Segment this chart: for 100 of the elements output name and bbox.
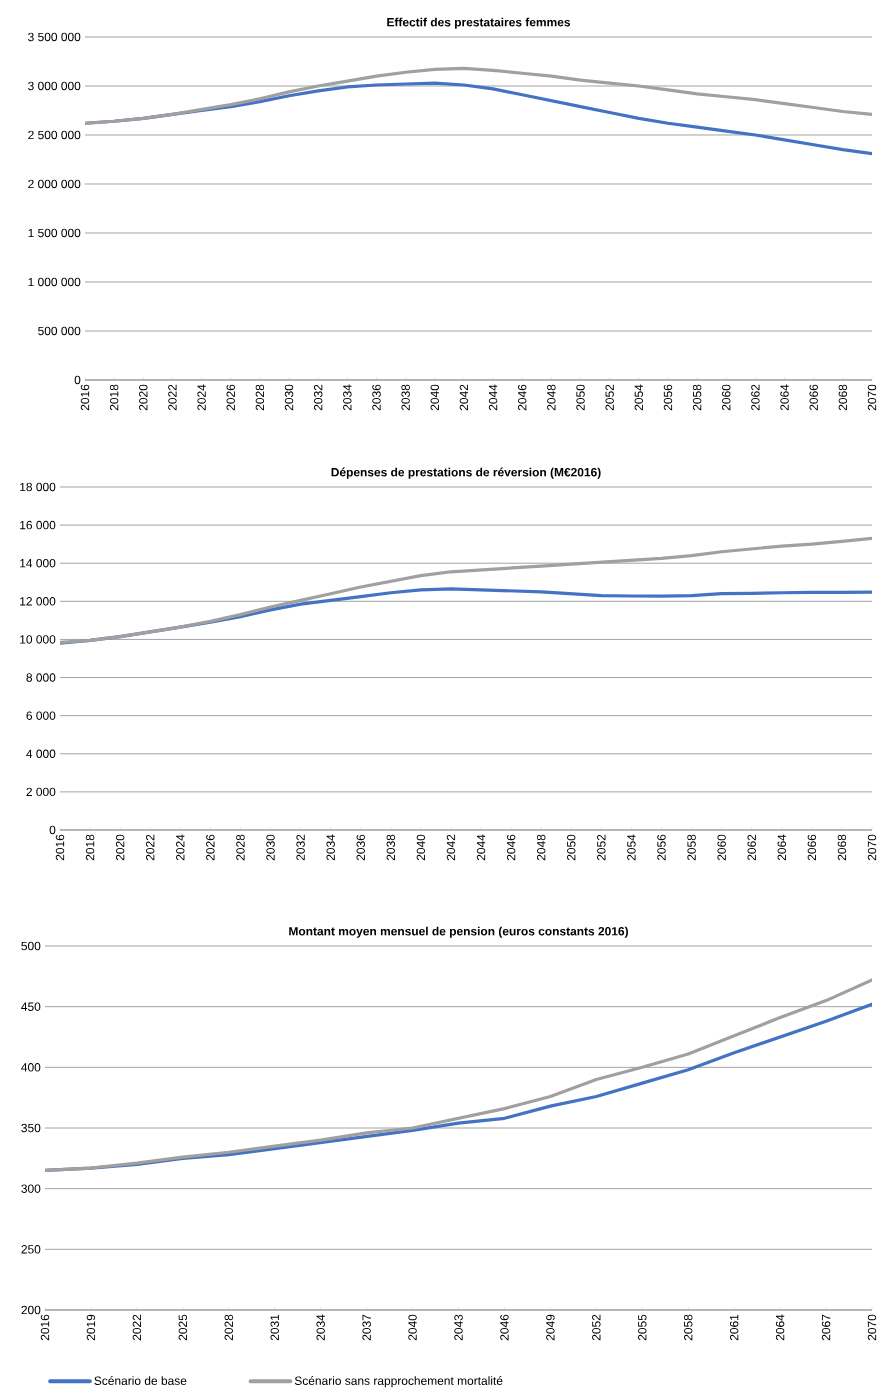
x-tick-label: 2064 bbox=[780, 384, 789, 411]
y-tick-label: 500 000 bbox=[38, 326, 81, 336]
x-tick-label: 2042 bbox=[446, 834, 456, 861]
x-tick-label: 2066 bbox=[809, 384, 818, 411]
x-tick-label: 2048 bbox=[536, 834, 546, 861]
x-tick-label: 2022 bbox=[132, 1314, 142, 1341]
y-tick-label: 10 000 bbox=[20, 635, 56, 644]
x-tick-label: 2019 bbox=[86, 1314, 96, 1341]
y-tick-label: 200 bbox=[21, 1305, 41, 1315]
x-tick-label: 2070 bbox=[867, 384, 877, 411]
x-tick-label: 2068 bbox=[837, 834, 847, 861]
x-tick-label: 2032 bbox=[296, 834, 305, 861]
x-tick-label: 2064 bbox=[775, 1314, 785, 1341]
y-tick-label: 300 bbox=[21, 1184, 41, 1193]
x-tick-label: 2056 bbox=[663, 384, 673, 411]
y-tick-label: 4 000 bbox=[26, 749, 56, 758]
x-tick-label: 2024 bbox=[197, 384, 206, 411]
y-tick-label: 1 000 000 bbox=[28, 277, 81, 287]
x-tick-label: 2037 bbox=[362, 1314, 371, 1341]
x-tick-label: 2052 bbox=[605, 384, 614, 411]
x-tick-label: 2060 bbox=[722, 384, 731, 411]
y-tick-label: 350 bbox=[21, 1123, 41, 1133]
x-tick-label: 2034 bbox=[316, 1314, 325, 1341]
x-tick-label: 2034 bbox=[326, 834, 335, 861]
x-tick-label: 2054 bbox=[627, 834, 636, 861]
y-tick-label: 12 000 bbox=[20, 597, 56, 606]
x-tick-label: 2020 bbox=[115, 834, 125, 861]
legend-label: Scénario sans rapprochement mortalité bbox=[294, 1376, 503, 1388]
x-tick-label: 2038 bbox=[386, 834, 396, 861]
x-tick-label: 2044 bbox=[476, 834, 486, 861]
x-tick-label: 2022 bbox=[168, 384, 177, 411]
legend-label: Scénario de base bbox=[94, 1376, 187, 1385]
x-tick-label: 2046 bbox=[506, 834, 516, 861]
y-tick-label: 500 bbox=[21, 941, 41, 951]
x-tick-label: 2046 bbox=[500, 1314, 509, 1341]
x-tick-label: 2042 bbox=[459, 384, 469, 411]
x-tick-label: 2062 bbox=[751, 384, 760, 411]
chart-title: Montant moyen mensuel de pension (euros constants 2016) bbox=[289, 926, 628, 938]
x-tick-label: 2066 bbox=[807, 834, 817, 861]
x-tick-label: 2058 bbox=[692, 384, 702, 411]
y-tick-label: 400 bbox=[21, 1063, 41, 1072]
y-tick-label: 3 500 000 bbox=[28, 32, 81, 42]
x-tick-label: 2016 bbox=[80, 384, 90, 411]
x-tick-label: 2068 bbox=[838, 384, 848, 411]
x-tick-label: 2030 bbox=[284, 384, 294, 411]
x-tick-label: 2016 bbox=[40, 1314, 50, 1341]
y-tick-label: 0 bbox=[49, 825, 56, 835]
x-tick-label: 2038 bbox=[401, 384, 410, 411]
y-tick-label: 450 bbox=[21, 1002, 41, 1011]
x-tick-label: 2028 bbox=[255, 384, 265, 411]
y-tick-label: 0 bbox=[74, 375, 81, 385]
x-tick-label: 2062 bbox=[747, 834, 756, 861]
y-tick-label: 2 000 000 bbox=[28, 179, 81, 189]
x-tick-label: 2028 bbox=[224, 1314, 233, 1341]
x-tick-label: 2052 bbox=[597, 834, 606, 861]
x-tick-label: 2058 bbox=[687, 834, 696, 861]
x-tick-label: 2024 bbox=[176, 834, 185, 861]
x-tick-label: 2031 bbox=[270, 1314, 279, 1341]
x-tick-label: 2049 bbox=[546, 1314, 555, 1341]
y-tick-label: 250 bbox=[21, 1245, 41, 1254]
y-tick-label: 14 000 bbox=[20, 558, 56, 568]
x-tick-label: 2070 bbox=[867, 834, 877, 861]
chart-title: Effectif des prestataires femmes bbox=[387, 17, 571, 29]
x-tick-label: 2048 bbox=[547, 384, 556, 411]
x-tick-label: 2055 bbox=[638, 1314, 647, 1341]
y-tick-label: 6 000 bbox=[26, 711, 56, 720]
x-tick-label: 2052 bbox=[592, 1314, 601, 1341]
x-tick-label: 2036 bbox=[356, 834, 365, 861]
x-tick-label: 2030 bbox=[266, 834, 275, 861]
y-tick-label: 16 000 bbox=[20, 520, 56, 530]
x-tick-label: 2034 bbox=[343, 384, 352, 411]
x-tick-label: 2028 bbox=[236, 834, 245, 861]
x-tick-label: 2044 bbox=[488, 384, 498, 411]
y-tick-label: 8 000 bbox=[26, 673, 56, 682]
y-tick-label: 1 500 000 bbox=[28, 228, 81, 238]
x-tick-label: 2016 bbox=[55, 834, 65, 861]
x-tick-label: 2067 bbox=[821, 1314, 831, 1341]
chart-title: Dépenses de prestations de réversion (M€2016) bbox=[331, 467, 601, 479]
x-tick-label: 2040 bbox=[408, 1314, 417, 1341]
x-tick-label: 2018 bbox=[85, 834, 95, 861]
x-tick-label: 2018 bbox=[109, 384, 119, 411]
x-tick-label: 2058 bbox=[684, 1314, 693, 1341]
x-tick-label: 2020 bbox=[139, 384, 148, 411]
y-tick-label: 2 000 bbox=[26, 787, 56, 797]
x-tick-label: 2036 bbox=[372, 384, 381, 411]
x-tick-label: 2032 bbox=[313, 384, 323, 411]
x-tick-label: 2050 bbox=[576, 384, 585, 411]
x-tick-label: 2022 bbox=[146, 834, 155, 861]
x-tick-label: 2064 bbox=[777, 834, 787, 861]
x-tick-label: 2026 bbox=[226, 384, 235, 411]
x-tick-label: 2070 bbox=[867, 1314, 877, 1341]
x-tick-label: 2060 bbox=[717, 834, 726, 861]
x-tick-label: 2040 bbox=[416, 834, 426, 861]
x-tick-label: 2025 bbox=[178, 1314, 188, 1341]
x-tick-label: 2054 bbox=[634, 384, 644, 411]
x-tick-label: 2056 bbox=[657, 834, 666, 861]
y-tick-label: 2 500 000 bbox=[28, 130, 81, 140]
x-tick-label: 2061 bbox=[729, 1314, 739, 1341]
x-tick-label: 2043 bbox=[454, 1314, 463, 1341]
x-tick-label: 2046 bbox=[518, 384, 527, 411]
